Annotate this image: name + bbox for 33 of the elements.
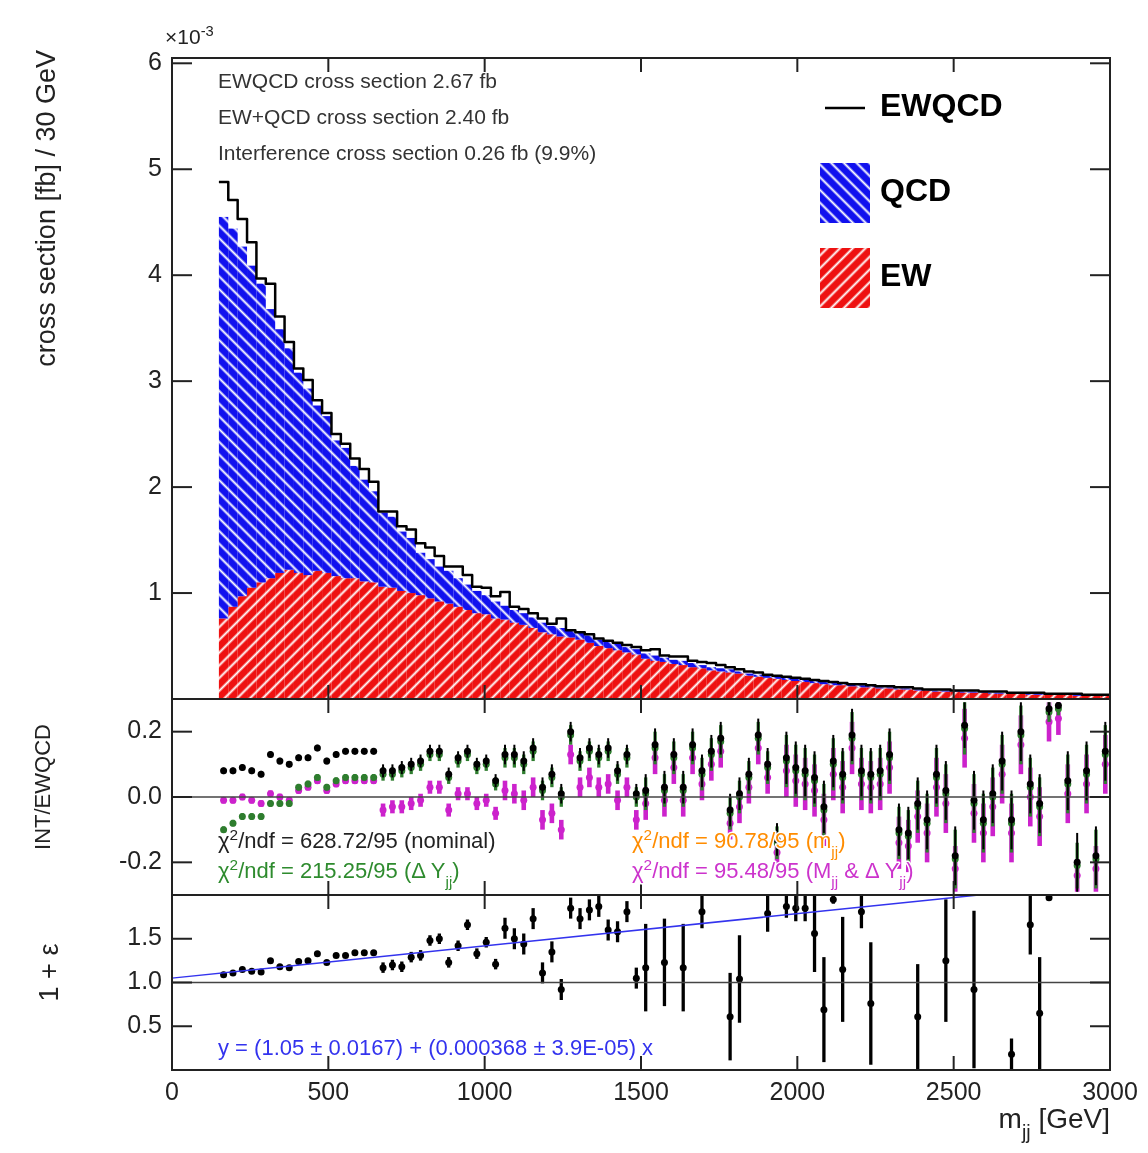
y-axis-title: cross section [fb] / 30 GeV [31,50,61,367]
annotation: χ$^{2}$/ndf = 628.72/95 (nominal) [218,825,496,853]
x-tick-label: 1000 [456,1077,513,1105]
legend-label: EW [880,257,933,294]
annotation: EWQCD cross section 2.67 fb [218,69,497,92]
legend-label: QCD [880,172,952,209]
x-tick-label: 1500 [613,1077,669,1105]
annotation: EW+QCD cross section 2.40 fb [218,105,510,128]
y-tick-label: 5 [148,152,162,181]
y-tick-label: 6 [148,46,162,75]
y-tick-label: 1.5 [127,922,162,951]
x-tick-label: 2500 [925,1077,982,1105]
x-tick-label: 2000 [769,1077,826,1105]
y-tick-label: 3 [148,364,162,393]
y-tick-label: 0.0 [127,780,162,809]
text: ×10$^{-3}$ [165,23,214,48]
annotation: χ$^{2}$/ndf = 215.25/95 (Δ Y$_{jj}$) [218,855,460,890]
y-tick-label: -0.2 [118,845,162,874]
y-tick-label: 1.0 [127,966,162,995]
legend-label: EWQCD [880,87,1003,124]
y-axis-title: 1 + ε [34,943,64,1002]
x-tick-label: 0 [165,1077,179,1105]
y-tick-label: 0.5 [127,1009,162,1038]
x-axis-title: m$_{jj}$ [GeV] [998,1103,1110,1143]
y-tick-label: 1 [148,576,162,605]
y-axis-title: INT/EWQCD [30,724,55,850]
x-tick-label: 500 [307,1077,350,1105]
y-tick-label: 4 [148,258,163,287]
annotation: y = (1.05 ± 0.0167) + (0.000368 ± 3.9E-05) x [218,1035,654,1060]
y-tick-label: 2 [148,470,162,499]
annotation: Interference cross section 0.26 fb (9.9%) [218,141,597,164]
x-tick-label: 3000 [1082,1077,1138,1105]
y-tick-label: 0.2 [127,715,162,744]
